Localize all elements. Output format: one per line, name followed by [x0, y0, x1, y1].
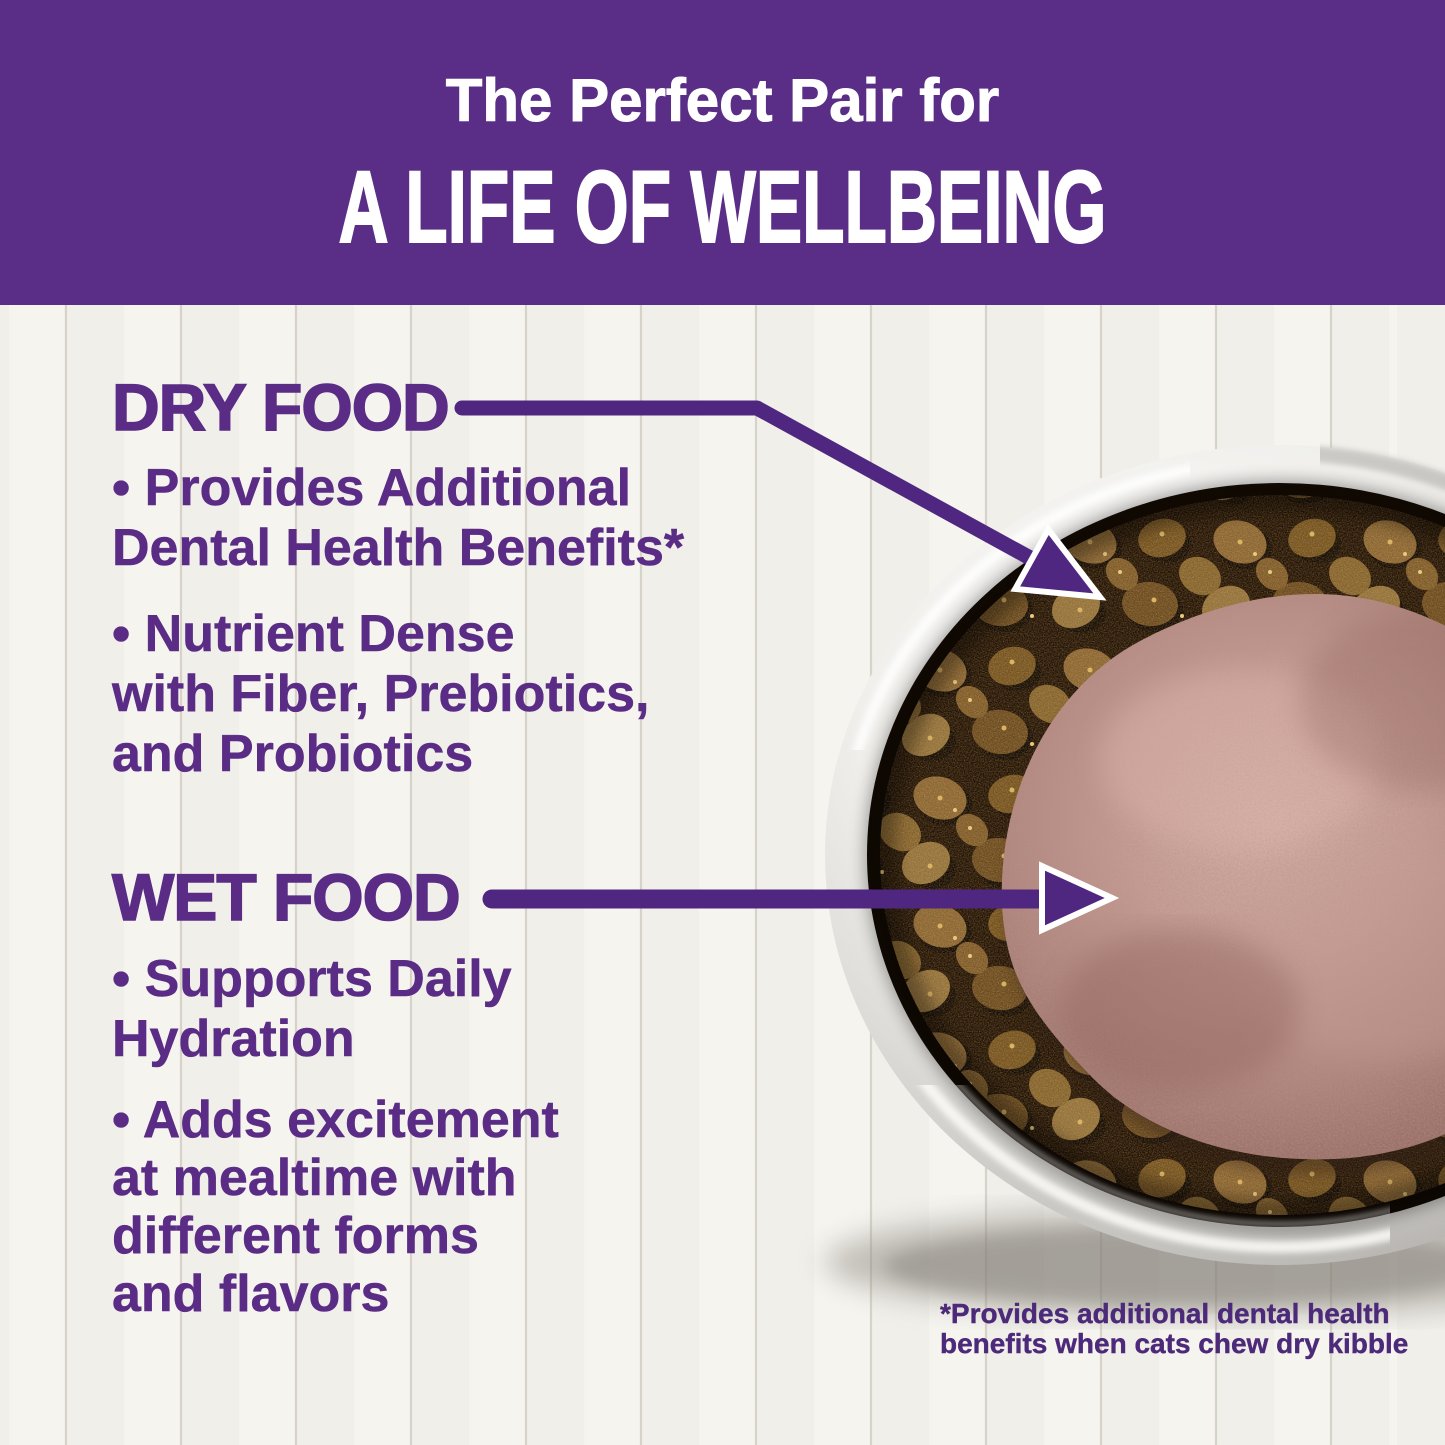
bullet-line: Dental Health Benefits*: [112, 519, 685, 578]
footnote-line2: benefits when cats chew dry kibble: [940, 1328, 1409, 1359]
bullet-line: different forms: [112, 1207, 479, 1266]
bullet-line: • Supports Daily: [112, 950, 512, 1009]
bullet-line: • Provides Additional: [112, 459, 632, 518]
bullet-line: • Nutrient Dense: [112, 605, 515, 664]
dry-food-bullet-1: • Provides Additional Dental Health Bene…: [112, 458, 685, 578]
bullet-line: and Probiotics: [112, 725, 474, 784]
dry-food-bullet-2: • Nutrient Dense with Fiber, Prebiotics,…: [112, 604, 650, 784]
dry-food-arrow: [454, 400, 1107, 601]
banner-title-line1: The Perfect Pair for: [445, 67, 1000, 134]
wet-food-arrow: [482, 861, 1120, 935]
promo-banner: The Perfect Pair for A LIFE OF WELLBEING: [0, 0, 1445, 305]
bullet-line: Hydration: [112, 1010, 355, 1069]
wet-food-bullet-1: • Supports Daily Hydration: [112, 949, 512, 1069]
bullet-line: and flavors: [112, 1265, 390, 1324]
wet-food-heading: WET FOOD: [111, 860, 461, 934]
footnote-line1: *Provides additional dental health: [940, 1298, 1390, 1329]
bullet-line: • Adds excitement: [112, 1091, 559, 1150]
footnote: *Provides additional dental health benef…: [940, 1298, 1409, 1359]
wet-food-bullet-2: • Adds excitement at mealtime with diffe…: [112, 1091, 559, 1324]
bullet-line: with Fiber, Prebiotics,: [112, 665, 650, 724]
dry-food-heading: DRY FOOD: [111, 370, 450, 444]
bullet-line: at mealtime with: [112, 1149, 517, 1208]
banner-title-line2: A LIFE OF WELLBEING: [338, 150, 1107, 264]
